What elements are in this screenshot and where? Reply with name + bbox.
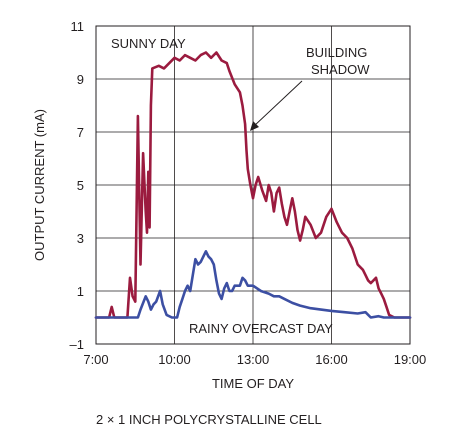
- series-group: [94, 51, 412, 319]
- x-tick-label: 10:00: [158, 352, 191, 367]
- y-tick-label: 3: [77, 231, 84, 246]
- building-shadow-arrowhead: [250, 121, 259, 131]
- y-axis-title: OUTPUT CURRENT (mA): [32, 109, 47, 261]
- building-shadow-label-line1: BUILDING: [306, 45, 367, 60]
- x-tick-label: 16:00: [315, 352, 348, 367]
- x-tick-label: 7:00: [83, 352, 108, 367]
- y-tick-label: 11: [71, 19, 85, 34]
- tick-labels: 7:00 10:00 13:00 16:00 19:00 –1 1 3 5 7 9 11: [70, 19, 427, 367]
- x-tick-label: 19:00: [394, 352, 427, 367]
- plot-frame: [95, 25, 411, 345]
- y-tick-label: 9: [77, 72, 84, 87]
- y-tick-label: 7: [77, 125, 84, 140]
- building-shadow-label-line2: SHADOW: [311, 62, 370, 77]
- sunny-day-series-line: [94, 51, 412, 319]
- y-tick-label: 5: [77, 178, 84, 193]
- sunny-day-label: SUNNY DAY: [111, 36, 186, 51]
- rainy-day-label: RAINY OVERCAST DAY: [189, 321, 333, 336]
- x-axis-title: TIME OF DAY: [212, 376, 294, 391]
- chart-caption: 2 × 1 INCH POLYCRYSTALLINE CELL: [96, 412, 322, 427]
- building-shadow-arrow: [253, 80, 303, 127]
- x-tick-label: 13:00: [237, 352, 270, 367]
- y-tick-label: –1: [70, 337, 84, 352]
- y-tick-label: 1: [77, 284, 84, 299]
- rainy-day-series-line: [94, 250, 412, 319]
